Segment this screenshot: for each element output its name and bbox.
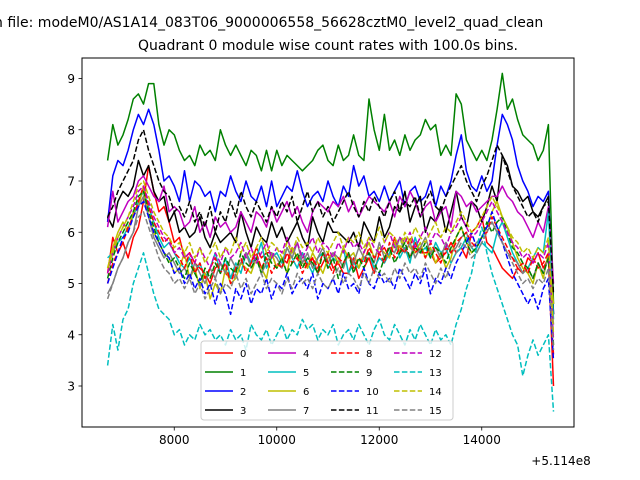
legend-label-12: 12 bbox=[429, 349, 442, 360]
legend-label-13: 13 bbox=[429, 368, 442, 379]
y-tick-label: 6 bbox=[67, 226, 75, 240]
legend-label-3: 3 bbox=[240, 406, 246, 417]
x-offset-label: +5.114e8 bbox=[531, 454, 590, 468]
legend-label-5: 5 bbox=[303, 368, 309, 379]
x-tick-label: 8000 bbox=[159, 433, 190, 447]
series-line-10 bbox=[106, 200, 555, 361]
y-tick-label: 3 bbox=[67, 380, 75, 394]
y-tick-label: 5 bbox=[67, 277, 75, 291]
series-line-12 bbox=[106, 185, 555, 340]
chart-title: Quadrant 0 module wise count rates with … bbox=[138, 38, 518, 54]
x-tick-label: 10000 bbox=[258, 433, 296, 447]
series-line-4 bbox=[106, 175, 555, 284]
legend-label-7: 7 bbox=[303, 406, 309, 417]
figure-suptitle: n file: modeM0/AS1A14_083T06_9000006558_… bbox=[0, 15, 543, 31]
series-line-6 bbox=[106, 185, 555, 305]
y-tick-label: 8 bbox=[67, 123, 75, 137]
series-line-13 bbox=[106, 226, 555, 412]
axes-layer: 8000 10000 12000 14000 3 4 5 6 7 8 9 bbox=[67, 72, 500, 447]
legend-label-8: 8 bbox=[366, 349, 372, 360]
legend-label-11: 11 bbox=[366, 406, 379, 417]
legend-label-14: 14 bbox=[429, 387, 442, 398]
series-line-3 bbox=[106, 154, 555, 315]
x-tick-label: 12000 bbox=[360, 433, 398, 447]
y-tick-label: 4 bbox=[67, 328, 75, 342]
series-line-2 bbox=[106, 108, 555, 315]
legend-label-1: 1 bbox=[240, 368, 246, 379]
y-tick-label: 9 bbox=[67, 72, 75, 86]
series-layer bbox=[106, 72, 555, 412]
series-line-15 bbox=[106, 211, 555, 351]
y-tick-label: 7 bbox=[67, 175, 75, 189]
legend-label-6: 6 bbox=[303, 387, 309, 398]
legend-box bbox=[200, 340, 454, 421]
legend-label-0: 0 bbox=[240, 349, 246, 360]
x-tick-label: 14000 bbox=[463, 433, 501, 447]
series-line-14 bbox=[106, 180, 555, 335]
legend-label-15: 15 bbox=[429, 406, 442, 417]
legend-label-2: 2 bbox=[240, 387, 246, 398]
series-line-1 bbox=[106, 72, 555, 305]
legend-label-4: 4 bbox=[303, 349, 309, 360]
plot-frame bbox=[81, 57, 575, 428]
series-line-11 bbox=[106, 129, 555, 294]
legend-label-10: 10 bbox=[366, 387, 379, 398]
legend-label-9: 9 bbox=[366, 368, 372, 379]
